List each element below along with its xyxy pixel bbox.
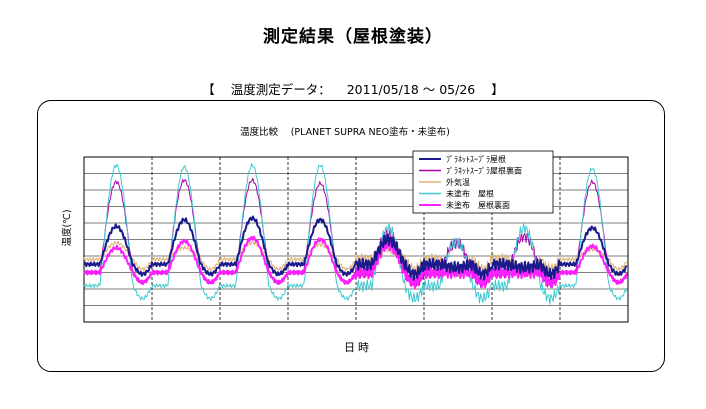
x-axis-label: 日時 [344,341,372,354]
chart-title: 温度比較 (PLANET SUPRA NEO塗布・未塗布) [240,126,450,138]
period-range: 2011/05/18 ～ 05/26 [346,82,476,97]
legend-entry-4: 未塗布 屋根裏面 [446,200,510,210]
page-title: 測定結果（屋根塗装） [263,27,443,47]
period-bracket-close: 】 [491,82,504,97]
legend-entry-2: 外気温 [446,177,470,187]
legend-entry-3: 未塗布 屋根 [446,189,494,199]
chart-frame [37,100,665,372]
series-layer [83,163,628,305]
measurement-period: 【 温度測定データ： 2011/05/18 ～ 05/26 】 [0,79,706,98]
period-label: 温度測定データ： [230,82,331,97]
y-axis-label: 温度(℃) [61,209,73,246]
series-line-0 [83,215,628,281]
series-line-4 [83,235,628,290]
period-bracket-open: 【 [202,82,215,97]
legend-entry-1: ﾌﾟﾗﾈｯﾄｽｰﾌﾟﾗ屋根裏面 [446,166,522,176]
legend-entry-0: ﾌﾟﾗﾈｯﾄｽｰﾌﾟﾗ屋根 [446,154,506,164]
